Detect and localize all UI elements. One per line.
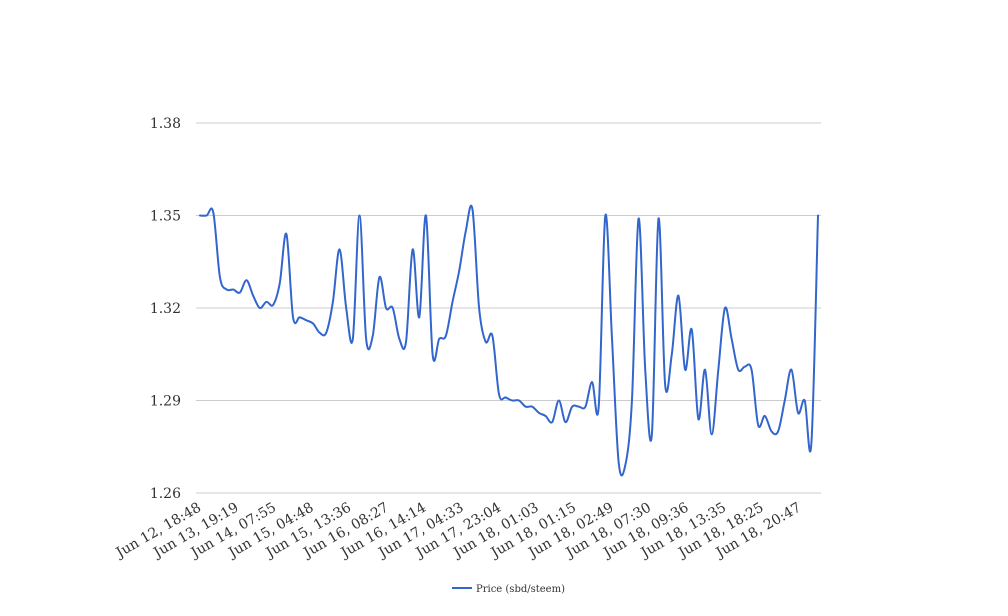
legend-label-price: Price (sbd/steem)	[476, 584, 565, 595]
y-tick-label: 1.38	[150, 116, 181, 132]
y-axis-ticks: 1.26 1.29 1.32 1.35 1.38	[150, 116, 181, 502]
legend[interactable]: Price (sbd/steem)	[452, 584, 565, 595]
gridlines	[196, 122, 821, 494]
series-layer	[199, 204, 819, 477]
series-line-price[interactable]	[199, 204, 819, 477]
y-tick-label: 1.35	[150, 209, 181, 225]
y-tick-label: 1.32	[150, 301, 181, 317]
y-tick-label: 1.26	[150, 486, 181, 502]
y-tick-label: 1.29	[150, 394, 181, 410]
